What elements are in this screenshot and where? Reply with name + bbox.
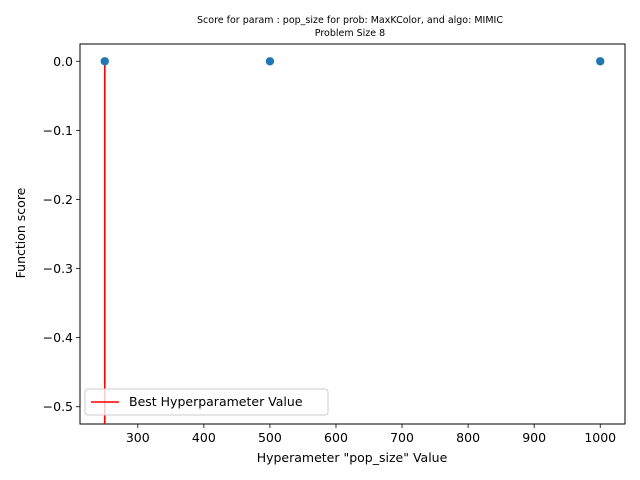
x-axis-label: Hyperameter "pop_size" Value — [257, 450, 448, 465]
legend-label: Best Hyperparameter Value — [129, 394, 303, 409]
y-tick-label: −0.1 — [43, 123, 73, 138]
x-tick-label: 500 — [258, 430, 282, 445]
x-tick-label: 900 — [522, 430, 546, 445]
legend: Best Hyperparameter Value — [84, 388, 329, 416]
y-tick-label: −0.3 — [43, 261, 73, 276]
chart-title-line2: Problem Size 8 — [315, 28, 385, 39]
x-tick-label: 400 — [192, 430, 216, 445]
x-tick-label: 1000 — [584, 430, 616, 445]
x-tick-label: 300 — [126, 430, 150, 445]
y-axis: 0.0 −0.1 −0.2 −0.3 −0.4 −0.5 — [43, 54, 80, 414]
data-point — [100, 57, 109, 66]
data-point — [596, 57, 605, 66]
plot-marks — [100, 57, 605, 424]
y-axis-label: Function score — [13, 187, 28, 278]
x-tick-label: 700 — [390, 430, 414, 445]
chart-title-line1: Score for param : pop_size for prob: Max… — [197, 15, 503, 26]
x-tick-label: 600 — [324, 430, 348, 445]
y-tick-label: −0.4 — [43, 330, 73, 345]
data-point — [265, 57, 275, 66]
y-tick-label: −0.2 — [43, 192, 73, 207]
x-tick-label: 800 — [456, 430, 480, 445]
plot-area-frame — [79, 43, 626, 425]
legend-box — [84, 388, 329, 416]
y-tick-label: −0.5 — [43, 399, 73, 414]
y-tick-label: 0.0 — [53, 54, 73, 69]
x-axis: 300 400 500 600 700 800 900 1000 — [126, 424, 616, 445]
